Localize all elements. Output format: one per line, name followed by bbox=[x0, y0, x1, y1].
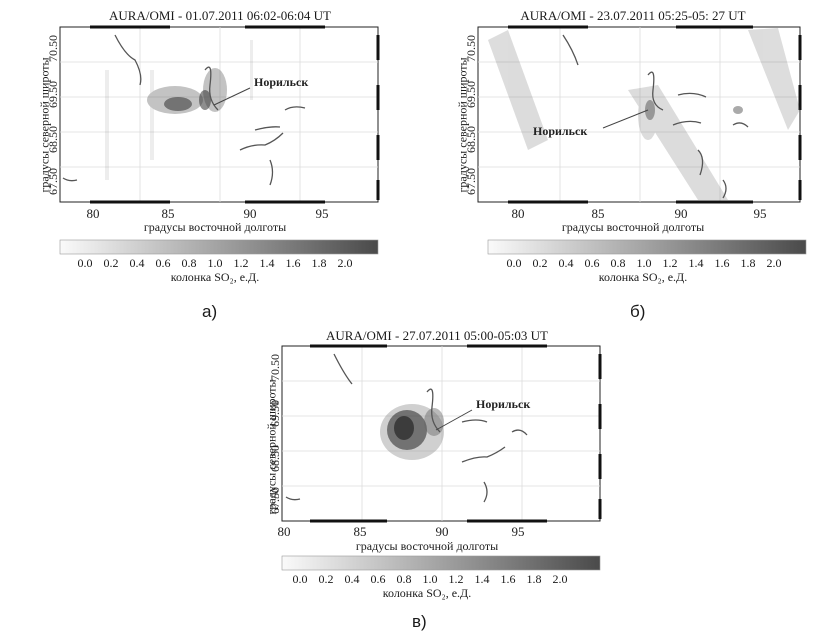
panel-a-map: 80 85 90 95 67.50 68.50 69.50 70.50 Нори… bbox=[46, 25, 380, 255]
panel-c-city-label: Норильск bbox=[476, 397, 530, 411]
panel-b-colorbar-label: колонка SO₂, е.Д. bbox=[598, 270, 688, 284]
panel-c-colorbar-label: колонка SO₂, е.Д. bbox=[382, 586, 472, 600]
svg-text:70.50: 70.50 bbox=[268, 354, 282, 381]
panel-b-letter: б) bbox=[630, 302, 646, 321]
panel-c: AURA/OMI - 27.07.2011 05:00-05:03 UT гра… bbox=[222, 322, 622, 635]
x-tick-95: 95 bbox=[316, 206, 329, 221]
panel-b-map: 80 85 90 95 67.50 68.50 69.50 70.50 Нори… bbox=[464, 25, 807, 255]
panel-a-rivers bbox=[62, 34, 306, 186]
svg-text:67.50: 67.50 bbox=[268, 487, 282, 514]
panel-b-city-label: Норильск bbox=[533, 124, 587, 138]
svg-text:90: 90 bbox=[675, 206, 688, 221]
svg-text:85: 85 bbox=[354, 524, 367, 539]
panel-a-city-label: Норильск bbox=[254, 75, 308, 89]
svg-text:69.50: 69.50 bbox=[268, 400, 282, 427]
panel-c-rivers bbox=[285, 353, 528, 503]
svg-text:90: 90 bbox=[436, 524, 449, 539]
svg-text:95: 95 bbox=[754, 206, 767, 221]
panel-a-xticks: 80 85 90 95 bbox=[87, 206, 329, 221]
svg-text:68.50: 68.50 bbox=[464, 126, 478, 153]
panel-a-grid bbox=[60, 27, 378, 202]
panel-a-yticks: 67.50 68.50 69.50 70.50 bbox=[46, 35, 60, 195]
panel-b-so2-plume bbox=[488, 28, 800, 200]
x-tick-85: 85 bbox=[162, 206, 175, 221]
panel-c-colorbar bbox=[281, 555, 601, 571]
panel-a-colorbar-ticks: 0.0 0.2 0.4 0.6 0.8 1.0 1.2 1.4 1.6 1.8 … bbox=[77, 256, 353, 270]
x-tick-80: 80 bbox=[87, 206, 100, 221]
panel-b-yticks: 67.50 68.50 69.50 70.50 bbox=[464, 35, 478, 195]
panel-c-so2-plume bbox=[380, 404, 444, 460]
panel-a-norilsk-pointer bbox=[213, 87, 251, 106]
svg-text:80: 80 bbox=[512, 206, 525, 221]
panel-a-title: AURA/OMI - 01.07.2011 06:02-06:04 UT bbox=[109, 8, 331, 23]
panel-b: AURA/OMI - 23.07.2011 05:25-05: 27 UT гр… bbox=[408, 0, 816, 330]
x-tick-90: 90 bbox=[244, 206, 257, 221]
panel-b-xticks: 80 85 90 95 bbox=[512, 206, 767, 221]
panel-b-title: AURA/OMI - 23.07.2011 05:25-05: 27 UT bbox=[520, 8, 746, 23]
panel-c-norilsk-pointer bbox=[435, 409, 473, 431]
y-tick-68-50: 68.50 bbox=[46, 126, 60, 153]
panel-a-colorbar bbox=[59, 239, 379, 255]
panel-c-xticks: 80 85 90 95 bbox=[278, 524, 525, 539]
panel-c-letter: в) bbox=[412, 612, 427, 631]
svg-text:67.50: 67.50 bbox=[464, 168, 478, 195]
panel-a-letter: а) bbox=[202, 302, 218, 321]
panel-a-xlabel: градусы восточной долготы bbox=[143, 220, 287, 234]
svg-text:69.50: 69.50 bbox=[464, 81, 478, 108]
panel-b-colorbar bbox=[487, 239, 807, 255]
y-tick-69-50: 69.50 bbox=[46, 81, 60, 108]
svg-text:95: 95 bbox=[512, 524, 525, 539]
panel-b-colorbar-ticks: 0.0 0.2 0.4 0.6 0.8 1.0 1.2 1.4 1.6 1.8 … bbox=[506, 256, 782, 270]
svg-text:68.50: 68.50 bbox=[268, 445, 282, 472]
panel-c-title: AURA/OMI - 27.07.2011 05:00-05:03 UT bbox=[326, 328, 548, 343]
panel-a-colorbar-label: колонка SO₂, е.Д. bbox=[170, 270, 260, 284]
panel-c-yticks: 67.50 68.50 69.50 70.50 bbox=[268, 354, 282, 514]
y-tick-70-50: 70.50 bbox=[46, 35, 60, 62]
y-tick-67-50: 67.50 bbox=[46, 168, 60, 195]
svg-text:70.50: 70.50 bbox=[464, 35, 478, 62]
panel-b-rivers bbox=[562, 34, 749, 199]
svg-text:85: 85 bbox=[592, 206, 605, 221]
panel-c-map: 80 85 90 95 67.50 68.50 69.50 70.50 Нори… bbox=[268, 344, 602, 571]
panel-b-xlabel: градусы восточной долготы bbox=[561, 220, 705, 234]
panel-c-colorbar-ticks: 0.0 0.2 0.4 0.6 0.8 1.0 1.2 1.4 1.6 1.8 … bbox=[292, 572, 568, 586]
svg-text:80: 80 bbox=[278, 524, 291, 539]
panel-c-xlabel: градусы восточной долготы bbox=[355, 539, 499, 553]
panel-a: AURA/OMI - 01.07.2011 06:02-06:04 UT гра… bbox=[0, 0, 400, 330]
panel-b-norilsk-pointer bbox=[602, 109, 649, 129]
